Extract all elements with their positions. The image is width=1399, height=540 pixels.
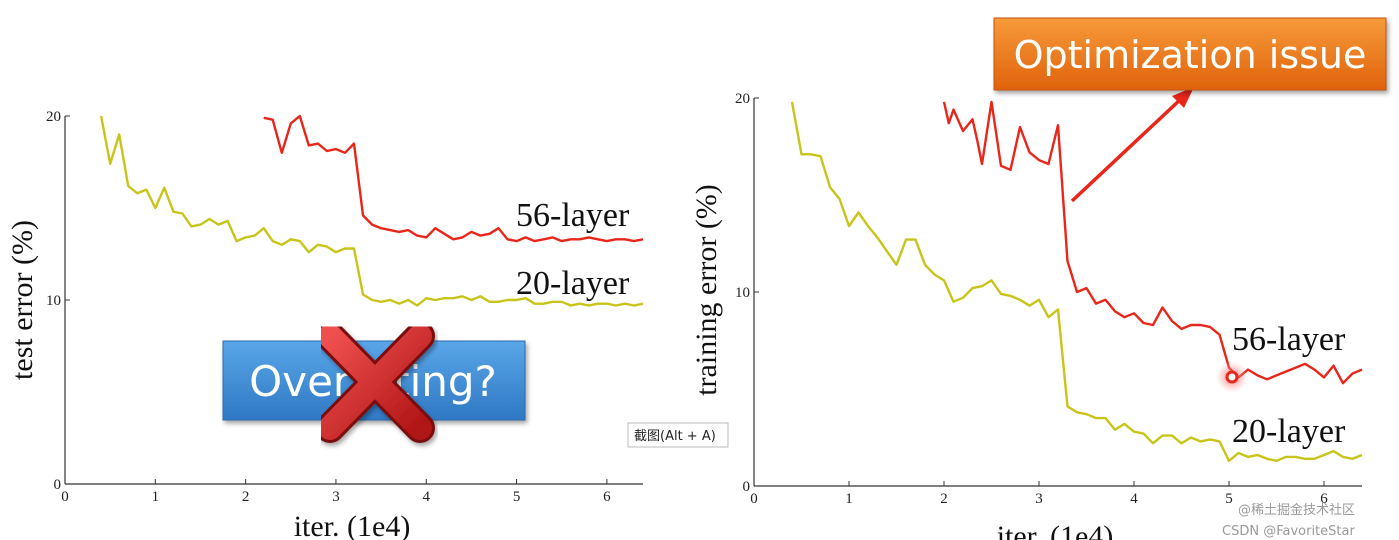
left-chart: 0 1 2 3 4 5 6 0 10 20 56-layer 20-layer iter. (1… xyxy=(6,109,644,540)
left-x-axis-title: iter. (1e4) xyxy=(294,510,411,540)
tooltip-text: 截图(Alt + A) xyxy=(634,429,716,444)
cross-mark-icon xyxy=(315,321,435,443)
right-chart: 0 1 2 3 4 5 6 0 10 20 56-layer 20-layer iter. (1… xyxy=(690,17,1387,540)
right-x-tick-label: 2 xyxy=(940,491,948,507)
left-y-tick-label: 0 xyxy=(54,477,62,493)
right-x-tick-label: 5 xyxy=(1225,491,1233,507)
right-x-tick-label: 3 xyxy=(1035,491,1043,507)
right-y-tick-label: 20 xyxy=(735,91,750,107)
left-series-group xyxy=(99,114,644,307)
right-series-label-20: 20-layer xyxy=(1232,413,1346,450)
left-x-tick-label: 6 xyxy=(603,489,611,505)
left-series-line-56-layer xyxy=(263,114,644,243)
left-x-tick-label: 1 xyxy=(152,489,160,505)
optimization-text: Optimization issue xyxy=(1014,33,1367,77)
optimization-arrow xyxy=(1070,87,1194,203)
left-x-tick-label: 5 xyxy=(513,489,521,505)
right-x-ticks: 0 1 2 3 4 5 6 xyxy=(750,481,1328,507)
right-series-label-56: 56-layer xyxy=(1232,321,1346,358)
left-y-tick-label: 20 xyxy=(46,109,61,125)
left-y-axis-title: test error (%) xyxy=(6,220,39,380)
right-x-axis-title: iter. (1e4) xyxy=(997,520,1114,540)
watermark-user: CSDN @FavoriteStar xyxy=(1222,524,1355,539)
left-series-label-56: 56-layer xyxy=(516,197,630,234)
right-series-group xyxy=(790,100,1363,462)
left-series-line-20-layer xyxy=(99,115,644,307)
right-x-tick-label: 4 xyxy=(1130,491,1138,507)
watermark-site: @稀土掘金技术社区 xyxy=(1238,502,1355,518)
right-y-tick-label: 10 xyxy=(735,285,750,301)
right-x-tick-label: 0 xyxy=(750,491,758,507)
left-y-tick-label: 10 xyxy=(46,293,61,309)
left-x-tick-label: 2 xyxy=(242,489,250,505)
optimization-box xyxy=(993,17,1387,91)
right-y-axis-title: training error (%) xyxy=(690,184,723,396)
right-y-tick-label: 0 xyxy=(743,479,751,495)
screenshot-tooltip: 截图(Alt + A) xyxy=(627,422,729,448)
highlight-point xyxy=(1225,370,1239,384)
left-x-tick-label: 3 xyxy=(332,489,340,505)
left-y-ticks: 0 10 20 xyxy=(46,109,70,493)
left-x-tick-label: 4 xyxy=(423,489,431,505)
left-series-label-20: 20-layer xyxy=(516,265,630,302)
right-y-ticks: 0 10 20 xyxy=(735,91,759,495)
optimization-callout: Optimization issue xyxy=(993,17,1387,91)
right-series-line-56-layer xyxy=(942,100,1363,385)
right-series-line-20-layer xyxy=(790,101,1363,462)
right-x-tick-label: 6 xyxy=(1320,491,1328,507)
right-x-tick-label: 1 xyxy=(845,491,853,507)
left-x-ticks: 0 1 2 3 4 5 6 xyxy=(61,479,611,505)
left-x-tick-label: 0 xyxy=(61,489,69,505)
